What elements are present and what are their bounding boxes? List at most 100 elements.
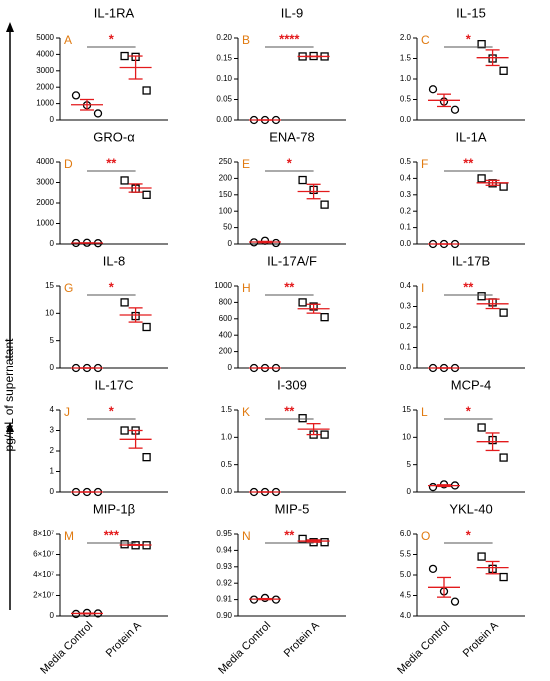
- y-tick-label: 0: [228, 363, 233, 372]
- y-tick-label: 5: [407, 460, 412, 469]
- data-point: [120, 540, 129, 549]
- data-point: [477, 40, 486, 49]
- data-point: [450, 597, 460, 606]
- y-tick-label: 1000: [36, 99, 54, 108]
- data-point: [142, 322, 151, 332]
- panel-letter: N: [242, 529, 251, 543]
- x-tick-label: Protein A: [282, 619, 323, 660]
- y-axis-label: pg/mL of supernatant: [2, 338, 16, 452]
- y-tick-label: 2.0: [400, 33, 412, 42]
- y-tick-label: 0: [50, 487, 55, 496]
- data-point: [298, 298, 307, 307]
- y-tick-label: 0.4: [400, 281, 412, 290]
- y-tick-label: 10: [45, 308, 54, 317]
- panel: MCP-4 L 0 5 10 15 *: [402, 377, 525, 496]
- panel-title: MCP-4: [451, 377, 491, 392]
- y-tick-label: 4.0: [400, 611, 412, 620]
- y-tick-label: 0.1: [400, 223, 412, 232]
- data-point: [477, 292, 486, 301]
- panel-title: IL-17C: [94, 377, 133, 392]
- y-tick-label: 6×10⁷: [33, 550, 54, 559]
- data-point: [499, 572, 508, 582]
- panel-letter: F: [421, 157, 428, 171]
- y-tick-label: 0.4: [400, 174, 412, 183]
- y-tick-label: 4000: [36, 157, 54, 166]
- data-point: [428, 482, 438, 492]
- panel: ENA-78 E 0 50 100 150 200 250 *: [219, 129, 346, 248]
- significance: *: [466, 31, 472, 46]
- y-tick-label: 4×10⁷: [33, 570, 54, 579]
- y-tick-label: 0.15: [216, 54, 232, 63]
- significance: *: [109, 279, 115, 294]
- y-tick-label: 2: [50, 446, 55, 455]
- panel-letter: M: [64, 529, 74, 543]
- panel-title: IL-17B: [452, 253, 490, 268]
- y-tick-label: 0: [50, 363, 55, 372]
- panel: IL-17B I 0.0 0.1 0.2 0.3 0.4 **: [400, 253, 525, 373]
- y-tick-label: 2000: [36, 198, 54, 207]
- y-tick-label: 0.0: [400, 239, 412, 248]
- significance: **: [463, 279, 474, 294]
- panel-letter: I: [421, 281, 424, 295]
- panel-title: GRO-α: [93, 129, 135, 144]
- y-tick-label: 150: [219, 190, 233, 199]
- y-tick-label: 0: [50, 611, 55, 620]
- panel-title: MIP-5: [275, 501, 310, 516]
- y-tick-label: 0.0: [400, 363, 412, 372]
- significance: ****: [279, 31, 300, 46]
- data-point: [142, 452, 151, 462]
- panel-letter: H: [242, 281, 251, 295]
- y-tick-label: 5.0: [400, 570, 412, 579]
- panel-title: IL-1A: [455, 129, 486, 144]
- data-point: [477, 174, 486, 183]
- data-point: [298, 414, 307, 423]
- panel-letter: A: [64, 33, 72, 47]
- data-point: [298, 175, 307, 185]
- y-tick-label: 0.2: [400, 322, 412, 331]
- data-point: [298, 534, 307, 544]
- panel-title: IL-1RA: [94, 5, 135, 20]
- panel: I-309 K 0.0 0.5 1.0 1.5 **: [221, 377, 346, 497]
- data-point: [320, 313, 329, 322]
- y-tick-label: 0.3: [400, 302, 412, 311]
- panel-letter: L: [421, 405, 428, 419]
- y-tick-label: 50: [223, 223, 232, 232]
- y-tick-label: 4: [50, 405, 55, 414]
- data-point: [120, 298, 129, 307]
- panel: IL-8 G 0 5 10 15 *: [45, 253, 168, 373]
- y-tick-label: 10: [402, 432, 411, 441]
- y-tick-label: 3: [50, 426, 55, 435]
- y-tick-label: 15: [402, 405, 411, 414]
- panel: IL-17C J 0 1 2 3 4 *: [50, 377, 168, 497]
- panel-title: IL-9: [281, 5, 303, 20]
- data-point: [320, 430, 329, 439]
- y-tick-label: 0: [50, 115, 55, 124]
- y-tick-label: 100: [219, 206, 233, 215]
- data-point: [71, 91, 81, 100]
- significance: *: [466, 527, 472, 542]
- y-tick-label: 0.3: [400, 190, 412, 199]
- y-tick-label: 0.93: [216, 562, 232, 571]
- y-tick-label: 0.92: [216, 578, 232, 587]
- y-tick-label: 0.5: [400, 95, 412, 104]
- y-tick-label: 1.0: [221, 432, 233, 441]
- y-tick-label: 600: [219, 314, 233, 323]
- panel: IL-1RA A 0 1000 2000 3000 4000 5000 *: [36, 5, 168, 124]
- x-tick-label: Media Control: [38, 620, 95, 677]
- panel-letter: K: [242, 405, 250, 419]
- data-point: [477, 423, 486, 432]
- panel: GRO-α D 0 1000 2000 3000 4000 **: [36, 129, 168, 248]
- panel: IL-17A/F H 0 200 400 600 800 1000 **: [214, 253, 346, 373]
- y-tick-label: 0: [228, 239, 233, 248]
- data-point: [428, 85, 438, 94]
- y-tick-label: 5: [50, 336, 55, 345]
- data-point: [477, 552, 486, 561]
- data-point: [499, 66, 508, 75]
- panel: YKL-40 O 4.0 4.5 5.0 5.5 6.0 * Media Control Prot…: [395, 501, 525, 677]
- panel-letter: C: [421, 33, 430, 47]
- panel-title: IL-15: [456, 5, 486, 20]
- y-tick-label: 200: [219, 347, 233, 356]
- y-tick-label: 0.5: [400, 157, 412, 166]
- x-tick-label: Media Control: [395, 620, 452, 677]
